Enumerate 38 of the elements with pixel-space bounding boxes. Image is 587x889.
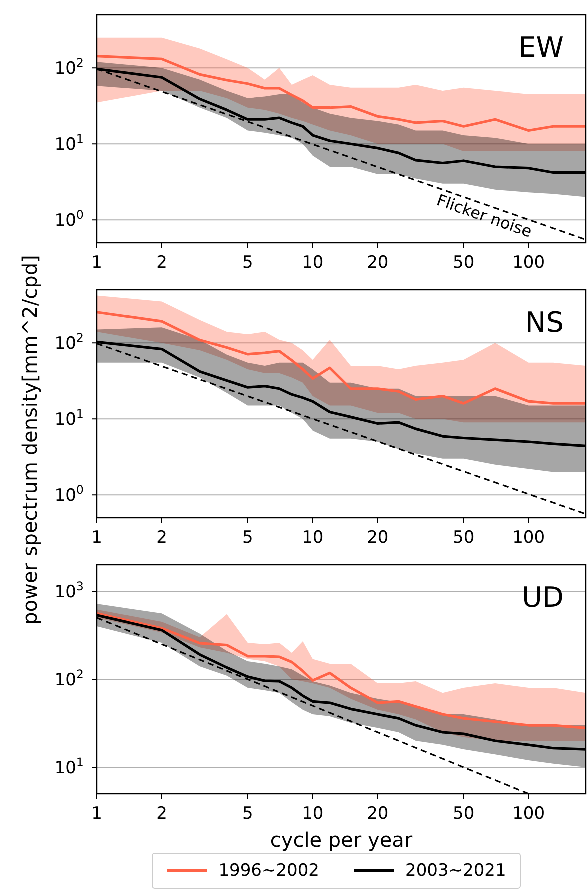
x-tick-label: 2 <box>156 804 168 824</box>
x-tick-label: 20 <box>367 804 389 824</box>
y-tick-label: 10$^{1}$ <box>54 407 84 430</box>
x-tick-label: 50 <box>453 528 475 548</box>
x-tick-label: 5 <box>242 528 254 548</box>
x-tick-label: 10 <box>302 253 324 273</box>
y-tick-label: 10$^{0}$ <box>54 483 84 506</box>
x-tick-label: 5 <box>242 804 254 824</box>
x-tick-label: 2 <box>156 528 168 548</box>
legend-label: 2003~2021 <box>404 861 506 881</box>
legend-label: 1996~2002 <box>218 861 320 881</box>
x-tick-label: 1 <box>92 253 102 273</box>
y-tick-label: 10$^{1}$ <box>54 132 84 156</box>
y-tick-label: 10$^{0}$ <box>54 208 84 232</box>
y-tick-label: 10$^{2}$ <box>54 331 84 354</box>
text: EW <box>518 31 564 64</box>
x-tick-label: 100 <box>512 253 546 273</box>
y-tick-label: 10$^{1}$ <box>54 756 84 779</box>
x-tick-label: 10 <box>302 804 324 824</box>
x-tick-label: 5 <box>242 253 254 273</box>
x-tick-label: 10 <box>302 528 324 548</box>
y-tick-label: 10$^{3}$ <box>54 579 84 602</box>
x-tick-label: 1 <box>92 804 102 824</box>
x-axis-title: cycle per year <box>270 828 414 852</box>
annotation: Flicker noise <box>434 190 535 242</box>
y-tick-label: 10$^{2}$ <box>54 56 84 80</box>
text: UD <box>522 581 564 614</box>
x-tick-label: 1 <box>92 528 102 548</box>
x-tick-label: 20 <box>367 528 389 548</box>
y-tick-label: 10$^{2}$ <box>54 668 84 690</box>
text: NS <box>525 306 564 339</box>
x-tick-label: 50 <box>453 253 475 273</box>
y-axis-title: power spectrum density[mm^2/cpd] <box>18 255 42 625</box>
x-tick-label: 2 <box>156 253 168 273</box>
x-tick-label: 50 <box>453 804 475 824</box>
x-tick-label: 100 <box>512 528 546 548</box>
x-tick-label: 100 <box>512 804 546 824</box>
x-tick-label: 20 <box>367 253 389 273</box>
